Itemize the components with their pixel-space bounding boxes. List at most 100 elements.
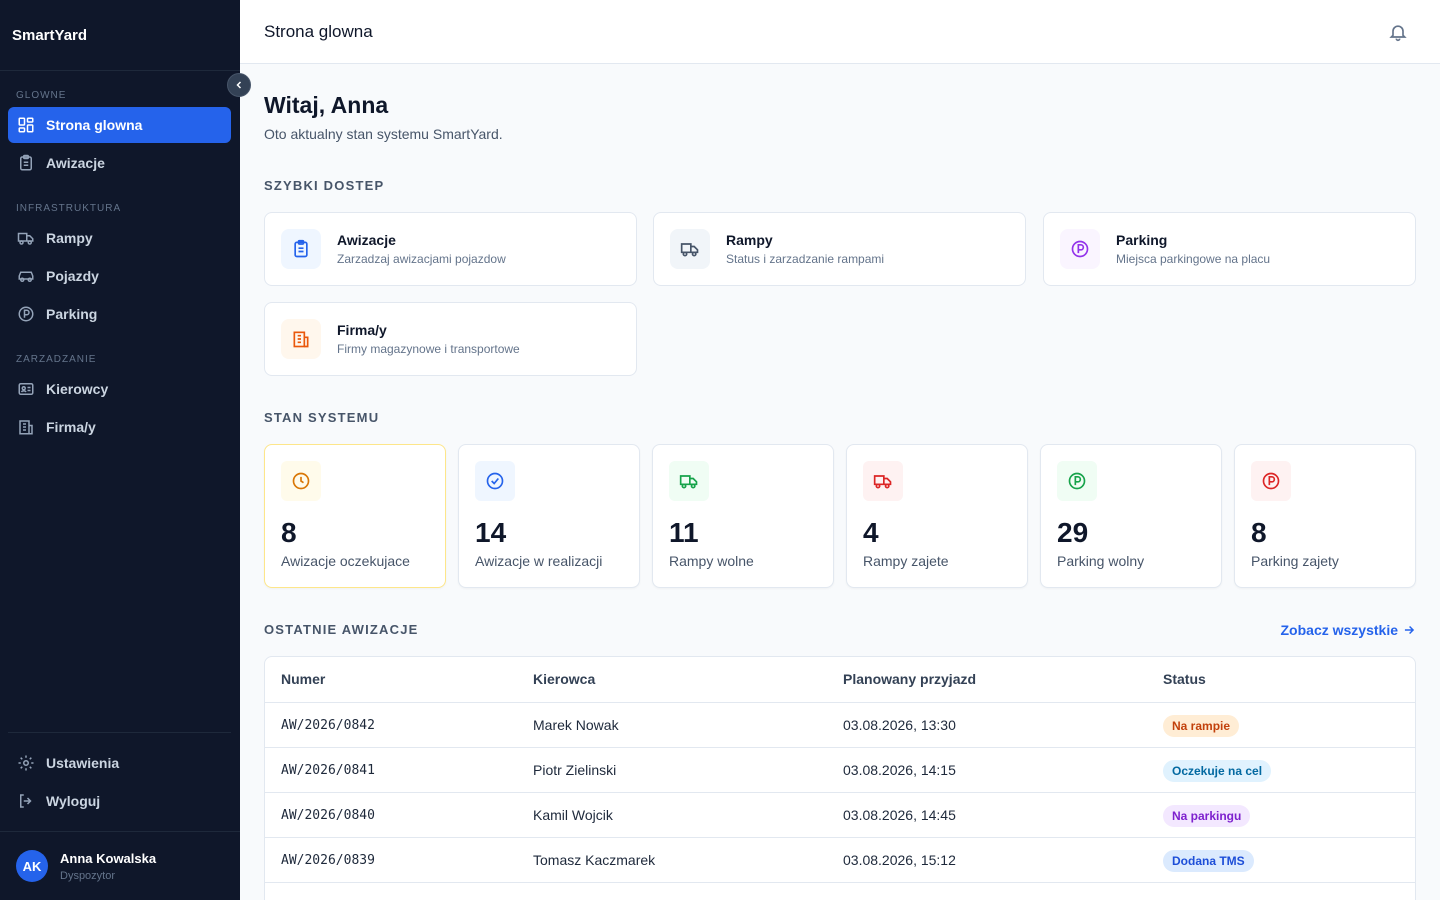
- column-header-status[interactable]: Status: [1163, 671, 1206, 687]
- recent-notifications-title: OSTATNIE AWIZACJE: [264, 622, 419, 637]
- grid-icon: [18, 117, 34, 133]
- quick-access-title: SZYBKI DOSTEP: [264, 178, 385, 193]
- cell-kierowca: Kamil Wojcik: [533, 807, 613, 823]
- clipboard-icon: [20, 154, 32, 171]
- status-badge: Na rampie: [1163, 715, 1240, 738]
- page-title: Strona glowna: [264, 21, 373, 41]
- stat-icon-wrap: [475, 461, 515, 501]
- stat-icon-wrap: [669, 461, 709, 501]
- sidebar-item-label: Awizacje: [46, 155, 105, 171]
- status-badge: Dodana TMS: [1163, 850, 1254, 873]
- quick-card-icon-wrap: [1060, 229, 1100, 269]
- parking-icon: [1262, 472, 1280, 490]
- check-circle-icon: [486, 472, 504, 490]
- quick-card-rampy[interactable]: Rampy Status i zarzadzanie rampami: [653, 212, 1026, 286]
- app-logo[interactable]: SmartYard: [0, 0, 240, 71]
- parking-icon: [1068, 472, 1086, 490]
- sidebar-item-pojazdy[interactable]: Pojazdy: [8, 258, 231, 294]
- stat-card-rampy-wolne[interactable]: 11 Rampy wolne: [652, 444, 834, 588]
- sidebar-item-strona-glowna[interactable]: Strona glowna: [8, 107, 231, 143]
- table-header: Numer Kierowca Planowany przyjazd Status: [265, 657, 1415, 702]
- sidebar-divider: [8, 732, 231, 733]
- table-row[interactable]: AW/2026/0841 Piotr Zielinski 03.08.2026,…: [265, 747, 1415, 792]
- table-row[interactable]: AW/2026/0840 Kamil Wojcik 03.08.2026, 14…: [265, 792, 1415, 837]
- cell-kierowca: Tomasz Kaczmarek: [533, 852, 656, 868]
- bell-icon[interactable]: [1388, 22, 1408, 42]
- status-badge: Oczekuje na cel: [1163, 760, 1272, 783]
- sidebar-item-label: Wyloguj: [46, 793, 101, 809]
- stat-value: 8: [1251, 517, 1267, 548]
- id-card-icon: [18, 383, 34, 395]
- stat-value: 29: [1057, 517, 1089, 548]
- sidebar-item-awizacje[interactable]: Awizacje: [8, 145, 231, 181]
- cell-przyjazd: 03.08.2026, 15:12: [843, 852, 956, 868]
- cell-numer: AW/2026/0842: [281, 718, 375, 733]
- table-row-partial[interactable]: [265, 882, 1415, 900]
- stat-card-parking-zajety[interactable]: 8 Parking zajety: [1234, 444, 1416, 588]
- column-header-przyjazd[interactable]: Planowany przyjazd: [843, 671, 977, 687]
- sidebar-item-label: Ustawienia: [46, 755, 120, 771]
- user-name: Anna Kowalska: [60, 850, 157, 866]
- nav-section-title-glowne: GLOWNE: [16, 90, 67, 101]
- sidebar-item-rampy[interactable]: Rampy: [8, 220, 231, 256]
- column-header-numer[interactable]: Numer: [281, 671, 326, 687]
- stat-icon-wrap: [281, 461, 321, 501]
- quick-card-title: Firma/y: [337, 322, 387, 338]
- stat-card-awizacje-oczekujace[interactable]: 8 Awizacje oczekujace: [264, 444, 446, 588]
- quick-card-title: Awizacje: [337, 232, 396, 248]
- quick-card-awizacje[interactable]: Awizacje Zarzadzaj awizacjami pojazdow: [264, 212, 637, 286]
- see-all-link[interactable]: Zobacz wszystkie: [1281, 622, 1417, 638]
- stat-label: Awizacje w realizacji: [475, 553, 603, 569]
- cell-kierowca: Piotr Zielinski: [533, 762, 617, 778]
- quick-card-desc: Miejsca parkingowe na placu: [1116, 252, 1271, 266]
- user-profile[interactable]: AK Anna Kowalska Dyspozytor: [0, 831, 240, 900]
- sidebar-item-parking[interactable]: Parking: [8, 296, 231, 332]
- stat-label: Parking zajety: [1251, 553, 1339, 569]
- clipboard-icon: [294, 239, 308, 258]
- sidebar-item-wyloguj[interactable]: Wyloguj: [8, 783, 231, 819]
- nav-section-title-zarzadzanie: ZARZADZANIE: [16, 354, 97, 365]
- truck-icon: [679, 475, 698, 489]
- car-icon: [18, 271, 34, 282]
- truck-icon: [17, 232, 34, 245]
- cell-numer: AW/2026/0839: [281, 853, 375, 868]
- nav-section-title-infrastruktura: INFRASTRUKTURA: [16, 203, 122, 214]
- quick-card-firmy[interactable]: Firma/y Firmy magazynowe i transportowe: [264, 302, 637, 376]
- sidebar-item-ustawienia[interactable]: Ustawienia: [8, 745, 231, 781]
- table-row[interactable]: AW/2026/0839 Tomasz Kaczmarek 03.08.2026…: [265, 837, 1415, 882]
- cell-kierowca: Marek Nowak: [533, 717, 619, 733]
- sidebar: SmartYard GLOWNE Strona glowna Awizacje …: [0, 0, 240, 900]
- stat-value: 8: [281, 517, 297, 548]
- stat-label: Awizacje oczekujace: [281, 553, 410, 569]
- cell-przyjazd: 03.08.2026, 14:45: [843, 807, 956, 823]
- cell-numer: AW/2026/0840: [281, 808, 375, 823]
- column-header-kierowca[interactable]: Kierowca: [533, 671, 596, 687]
- recent-notifications-table: Numer Kierowca Planowany przyjazd Status…: [264, 656, 1416, 900]
- stat-card-awizacje-w-realizacji[interactable]: 14 Awizacje w realizacji: [458, 444, 640, 588]
- truck-icon: [680, 243, 699, 257]
- quick-card-title: Parking: [1116, 232, 1168, 248]
- stat-icon-wrap: [1251, 461, 1291, 501]
- parking-icon: [18, 306, 34, 322]
- status-badge: Na parkingu: [1163, 805, 1251, 828]
- sidebar-item-kierowcy[interactable]: Kierowcy: [8, 371, 231, 407]
- gear-icon: [18, 755, 34, 771]
- stat-card-parking-wolny[interactable]: 29 Parking wolny: [1040, 444, 1222, 588]
- sidebar-collapse-button[interactable]: [227, 73, 251, 97]
- sidebar-item-firmy[interactable]: Firma/y: [8, 409, 231, 445]
- user-role: Dyspozytor: [60, 869, 116, 882]
- sidebar-item-label: Pojazdy: [46, 268, 99, 284]
- cell-numer: AW/2026/0841: [281, 763, 375, 778]
- building-icon: [19, 420, 33, 435]
- stat-value: 14: [475, 517, 507, 548]
- system-status-title: STAN SYSTEMU: [264, 410, 380, 425]
- greeting-title: Witaj, Anna: [264, 92, 389, 118]
- greeting-subtitle: Oto aktualny stan systemu SmartYard.: [264, 126, 503, 142]
- quick-card-icon-wrap: [670, 229, 710, 269]
- stat-card-rampy-zajete[interactable]: 4 Rampy zajete: [846, 444, 1028, 588]
- table-row[interactable]: AW/2026/0842 Marek Nowak 03.08.2026, 13:…: [265, 702, 1415, 747]
- sidebar-item-label: Kierowcy: [46, 381, 109, 397]
- quick-card-desc: Zarzadzaj awizacjami pojazdow: [337, 252, 506, 266]
- stat-value: 4: [863, 517, 879, 548]
- quick-card-parking[interactable]: Parking Miejsca parkingowe na placu: [1043, 212, 1416, 286]
